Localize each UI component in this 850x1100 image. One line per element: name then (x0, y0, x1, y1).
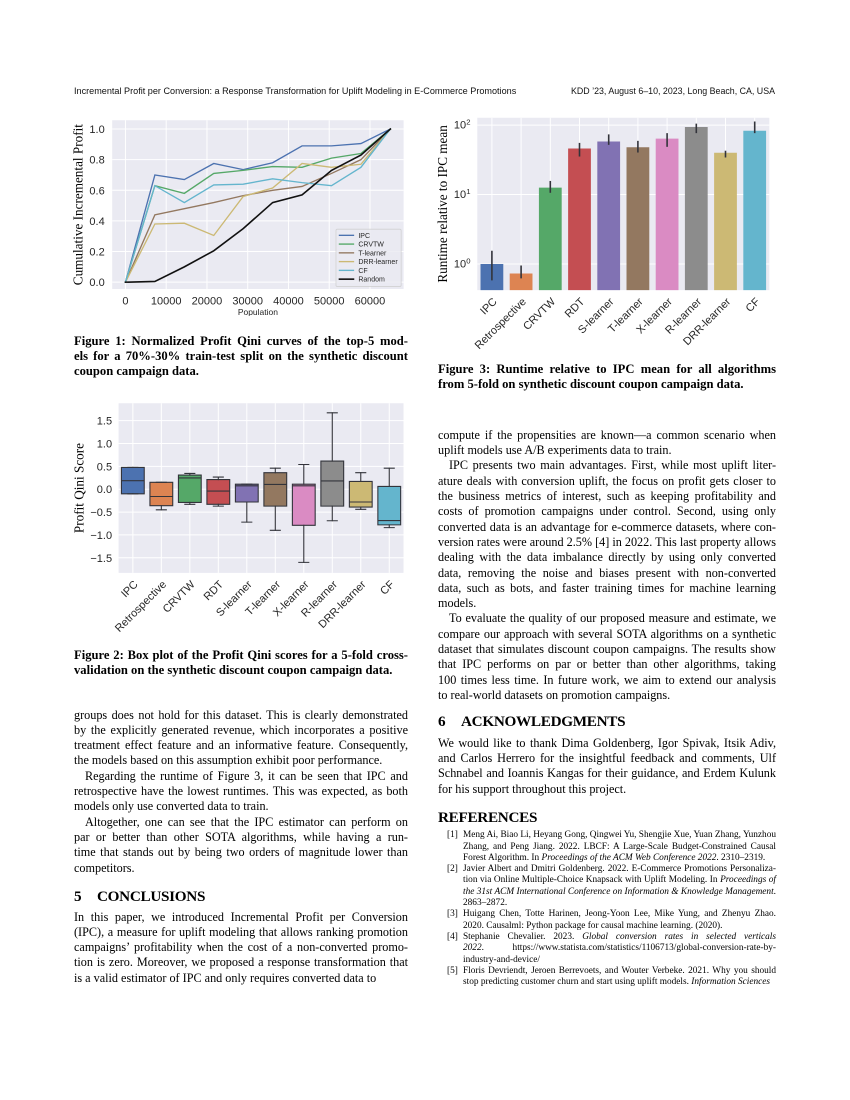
svg-text:0.5: 0.5 (97, 461, 112, 473)
svg-text:20000: 20000 (192, 295, 223, 307)
svg-text:0.0: 0.0 (89, 277, 104, 289)
svg-text:Runtime relative to IPC mean: Runtime relative to IPC mean (435, 125, 450, 283)
svg-text:50000: 50000 (314, 295, 345, 307)
svg-text:30000: 30000 (232, 295, 263, 307)
svg-text:0.2: 0.2 (89, 247, 104, 259)
svg-text:−1.0: −1.0 (90, 530, 112, 542)
svg-text:1.0: 1.0 (97, 438, 112, 450)
svg-text:1.0: 1.0 (89, 124, 104, 136)
svg-text:IPC: IPC (358, 233, 370, 240)
svg-text:1 0 0: 1 0 0 (454, 254, 471, 271)
svg-text:0.8: 0.8 (89, 155, 104, 167)
svg-text:0.4: 0.4 (89, 216, 104, 228)
svg-text:40000: 40000 (273, 295, 304, 307)
svg-text:1 0 2: 1 0 2 (454, 116, 471, 133)
svg-text:60000: 60000 (355, 295, 386, 307)
svg-text:Population: Population (238, 307, 278, 316)
svg-text:DRR-learner: DRR-learner (358, 259, 398, 266)
svg-text:Cumulative Incremental Profit: Cumulative Incremental Profit (71, 124, 86, 285)
svg-text:1 0 1: 1 0 1 (454, 185, 471, 202)
svg-text:10000: 10000 (151, 295, 182, 307)
svg-text:T-learner: T-learner (358, 250, 387, 257)
svg-text:0.6: 0.6 (89, 185, 104, 197)
svg-text:0: 0 (122, 295, 128, 307)
svg-text:Random: Random (358, 277, 385, 284)
svg-text:CF: CF (358, 268, 367, 275)
svg-text:0.0: 0.0 (97, 484, 112, 496)
svg-text:−1.5: −1.5 (90, 553, 112, 565)
svg-text:−0.5: −0.5 (90, 507, 112, 519)
svg-text:CRVTW: CRVTW (358, 242, 384, 249)
svg-text:Profit Qini Score: Profit Qini Score (72, 443, 87, 533)
svg-text:1.5: 1.5 (97, 416, 112, 428)
